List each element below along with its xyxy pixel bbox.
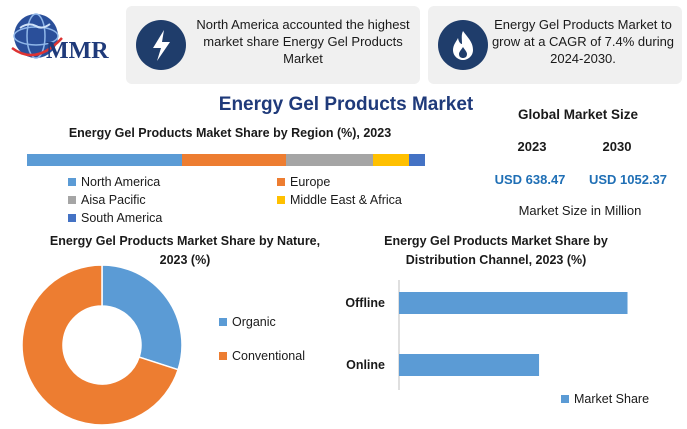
legend-item: South America [68, 211, 162, 225]
info-text: North America accounted the highest mark… [196, 17, 410, 66]
channel-bar-chart [398, 280, 628, 390]
legend-swatch [68, 196, 76, 204]
category-label: Online [346, 358, 385, 372]
legend-swatch [561, 395, 569, 403]
lightning-icon [136, 20, 186, 70]
region-chart-title: Energy Gel Products Maket Share by Regio… [68, 126, 392, 140]
legend-label: Europe [290, 175, 331, 189]
legend-swatch [219, 318, 227, 326]
market-size-value: USD 638.47 [494, 172, 566, 187]
legend-swatch [219, 352, 227, 360]
legend-label: South America [81, 211, 163, 225]
bar-segment [182, 154, 286, 166]
nature-donut-chart [21, 264, 183, 426]
channel-chart-title: Energy Gel Products Market Share by Dist… [384, 234, 608, 267]
legend-item: Market Share [561, 392, 649, 406]
legend-label: North America [81, 175, 161, 189]
legend-item: North America [68, 175, 160, 189]
logo-text: MMR [46, 38, 109, 64]
page-title: Energy Gel Products Market [218, 94, 474, 115]
bar-online [399, 354, 540, 376]
region-stacked-bar [27, 154, 425, 166]
legend-item: Aisa Pacific [68, 193, 146, 207]
info-box-market-share: North America accounted the highest mark… [126, 6, 420, 84]
legend-swatch [277, 196, 285, 204]
info-text: Energy Gel Products Market to grow at a … [491, 17, 675, 66]
bar-segment [285, 154, 374, 166]
donut-slice [101, 264, 183, 371]
legend-label: Conventional [232, 349, 305, 363]
nature-chart-title: Energy Gel Products Market Share by Natu… [49, 234, 321, 267]
bar-offline [399, 292, 628, 314]
year-label: 2023 [517, 139, 547, 154]
legend-item: Middle East & Africa [277, 193, 402, 207]
legend-swatch [277, 178, 285, 186]
donut-slice [21, 264, 180, 426]
year-label: 2030 [602, 139, 632, 154]
legend-label: Middle East & Africa [290, 193, 402, 207]
legend-label: Organic [232, 315, 276, 329]
bar-segment [373, 154, 410, 166]
bar-segment [409, 154, 425, 166]
legend-item: Conventional [219, 349, 305, 363]
category-label: Offline [345, 296, 385, 310]
info-box-cagr: Energy Gel Products Market to grow at a … [428, 6, 682, 84]
legend-item: Organic [219, 315, 276, 329]
legend-swatch [68, 178, 76, 186]
legend-label: Aisa Pacific [81, 193, 146, 207]
global-market-size-title: Global Market Size [517, 107, 639, 122]
legend-swatch [68, 214, 76, 222]
legend-item: Europe [277, 175, 330, 189]
bar-segment [27, 154, 183, 166]
mmr-logo: MMR [6, 8, 116, 68]
globe-icon [11, 13, 63, 59]
market-size-unit: Market Size in Million [518, 203, 642, 218]
flame-icon [438, 20, 488, 70]
market-size-value: USD 1052.37 [588, 172, 668, 187]
legend-label: Market Share [574, 392, 650, 406]
